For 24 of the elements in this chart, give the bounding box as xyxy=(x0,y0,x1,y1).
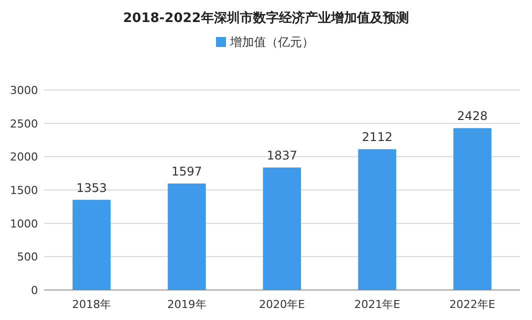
bar xyxy=(453,128,492,290)
bar xyxy=(72,200,111,290)
data-label: 2428 xyxy=(457,109,488,124)
y-tick-label: 3000 xyxy=(10,84,38,97)
x-tick-label: 2020年E xyxy=(259,298,306,311)
data-label: 1837 xyxy=(266,148,298,163)
y-tick-label: 1000 xyxy=(10,217,38,230)
bar xyxy=(262,168,302,290)
y-tick-label: 2500 xyxy=(10,117,38,130)
data-label: 2112 xyxy=(362,130,392,144)
bar xyxy=(168,184,206,290)
y-tick-label: 1500 xyxy=(10,184,38,197)
chart-title: 2018-2022年深圳市数字经济产业增加值及预测 xyxy=(123,10,409,26)
y-tick-label: 2000 xyxy=(10,150,38,164)
x-tick-label: 2021年E xyxy=(354,298,400,311)
x-tick-label: 2022年E xyxy=(449,298,496,311)
x-tick-label: 2019年 xyxy=(167,298,206,311)
y-tick-label: 500 xyxy=(17,250,38,264)
x-tick-label: 2018年 xyxy=(72,298,112,311)
bar xyxy=(358,149,396,290)
data-label: 1597 xyxy=(172,164,202,179)
legend-label: 增加值（亿元） xyxy=(229,35,314,49)
y-tick-label: 0 xyxy=(31,284,38,297)
data-label: 1353 xyxy=(76,180,107,195)
